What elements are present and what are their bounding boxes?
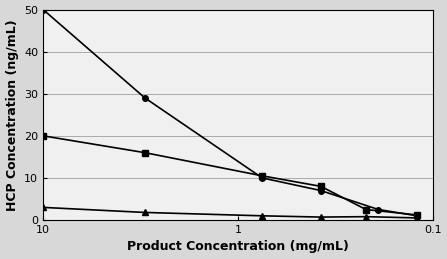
X-axis label: Product Concentration (mg/mL): Product Concentration (mg/mL) bbox=[127, 240, 349, 254]
Y-axis label: HCP Concentration (ng/mL): HCP Concentration (ng/mL) bbox=[5, 19, 19, 211]
